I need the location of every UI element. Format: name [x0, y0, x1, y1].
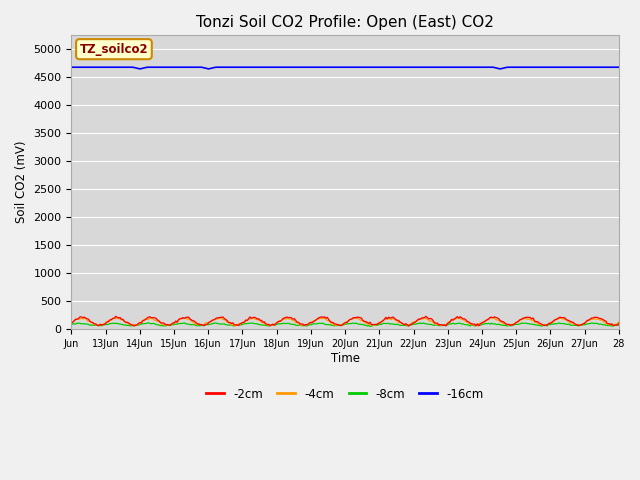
Y-axis label: Soil CO2 (mV): Soil CO2 (mV)	[15, 141, 28, 223]
Title: Tonzi Soil CO2 Profile: Open (East) CO2: Tonzi Soil CO2 Profile: Open (East) CO2	[196, 15, 494, 30]
Legend: -2cm, -4cm, -8cm, -16cm: -2cm, -4cm, -8cm, -16cm	[202, 383, 488, 405]
X-axis label: Time: Time	[331, 351, 360, 364]
Text: TZ_soilco2: TZ_soilco2	[79, 43, 148, 56]
